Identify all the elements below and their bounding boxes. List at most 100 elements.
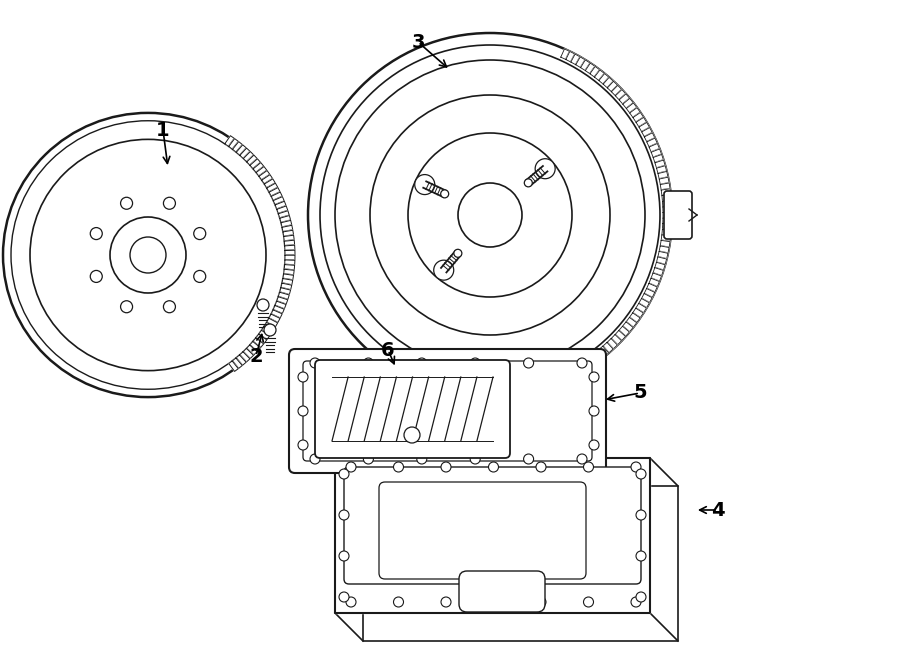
Polygon shape: [277, 206, 288, 214]
Polygon shape: [243, 151, 254, 161]
Polygon shape: [247, 345, 257, 355]
Polygon shape: [284, 235, 294, 241]
Circle shape: [320, 45, 660, 385]
Polygon shape: [265, 179, 275, 188]
Polygon shape: [655, 160, 665, 168]
Circle shape: [417, 454, 427, 464]
Polygon shape: [661, 183, 670, 190]
Polygon shape: [265, 323, 275, 331]
Circle shape: [404, 427, 420, 443]
Polygon shape: [658, 171, 668, 178]
Polygon shape: [590, 353, 599, 364]
Polygon shape: [281, 220, 292, 227]
FancyBboxPatch shape: [315, 360, 510, 458]
Polygon shape: [619, 327, 629, 336]
Polygon shape: [271, 310, 283, 318]
Polygon shape: [656, 166, 667, 173]
Polygon shape: [649, 278, 660, 286]
Text: 6: 6: [382, 340, 395, 360]
FancyBboxPatch shape: [664, 191, 692, 239]
Polygon shape: [608, 81, 617, 91]
Polygon shape: [274, 196, 284, 204]
Circle shape: [339, 592, 349, 602]
Circle shape: [589, 440, 599, 450]
Circle shape: [470, 454, 481, 464]
Polygon shape: [649, 143, 660, 152]
Circle shape: [339, 551, 349, 561]
Polygon shape: [256, 167, 266, 176]
Circle shape: [524, 454, 534, 464]
Polygon shape: [284, 240, 294, 245]
Polygon shape: [571, 366, 580, 376]
Circle shape: [636, 551, 646, 561]
Text: 1: 1: [157, 120, 170, 139]
Polygon shape: [662, 235, 670, 241]
Circle shape: [454, 249, 462, 257]
Polygon shape: [585, 356, 595, 367]
Polygon shape: [269, 188, 280, 196]
Circle shape: [310, 454, 320, 464]
Polygon shape: [266, 318, 278, 327]
Polygon shape: [653, 155, 663, 163]
Circle shape: [339, 469, 349, 479]
Polygon shape: [282, 278, 292, 285]
Polygon shape: [236, 355, 247, 365]
Circle shape: [110, 217, 186, 293]
Polygon shape: [561, 49, 570, 59]
Circle shape: [589, 406, 599, 416]
Circle shape: [636, 510, 646, 520]
Circle shape: [489, 462, 499, 472]
Circle shape: [489, 597, 499, 607]
Polygon shape: [633, 112, 643, 122]
Polygon shape: [274, 305, 284, 313]
Polygon shape: [278, 292, 289, 299]
Circle shape: [335, 60, 645, 370]
Circle shape: [536, 597, 546, 607]
Polygon shape: [229, 139, 238, 149]
Circle shape: [470, 358, 481, 368]
Polygon shape: [236, 145, 247, 155]
Polygon shape: [590, 67, 599, 77]
Text: 4: 4: [711, 500, 724, 520]
Circle shape: [441, 462, 451, 472]
Circle shape: [298, 372, 308, 382]
Circle shape: [257, 299, 269, 311]
Polygon shape: [576, 363, 585, 373]
Polygon shape: [266, 183, 278, 192]
Polygon shape: [619, 94, 629, 104]
Polygon shape: [566, 52, 574, 62]
Circle shape: [121, 301, 132, 313]
Circle shape: [441, 190, 449, 198]
Polygon shape: [232, 141, 242, 152]
Circle shape: [636, 592, 646, 602]
Polygon shape: [611, 85, 622, 95]
Polygon shape: [232, 358, 242, 368]
Polygon shape: [278, 211, 289, 217]
Polygon shape: [644, 133, 654, 141]
Circle shape: [364, 358, 374, 368]
Circle shape: [298, 406, 308, 416]
Circle shape: [434, 260, 454, 280]
Polygon shape: [250, 159, 260, 169]
Polygon shape: [653, 268, 663, 276]
Circle shape: [370, 95, 610, 335]
Circle shape: [194, 270, 206, 282]
Polygon shape: [639, 299, 650, 307]
Polygon shape: [580, 60, 590, 70]
Polygon shape: [608, 338, 617, 349]
Polygon shape: [661, 241, 670, 247]
Polygon shape: [253, 163, 264, 172]
Circle shape: [631, 597, 641, 607]
Circle shape: [583, 462, 593, 472]
Polygon shape: [662, 206, 672, 212]
Polygon shape: [595, 70, 604, 80]
Polygon shape: [611, 334, 622, 344]
Polygon shape: [580, 360, 590, 370]
Circle shape: [339, 510, 349, 520]
Circle shape: [364, 454, 374, 464]
Polygon shape: [623, 98, 633, 108]
Circle shape: [577, 358, 587, 368]
Polygon shape: [647, 138, 657, 147]
Circle shape: [264, 324, 276, 336]
Polygon shape: [642, 128, 652, 136]
